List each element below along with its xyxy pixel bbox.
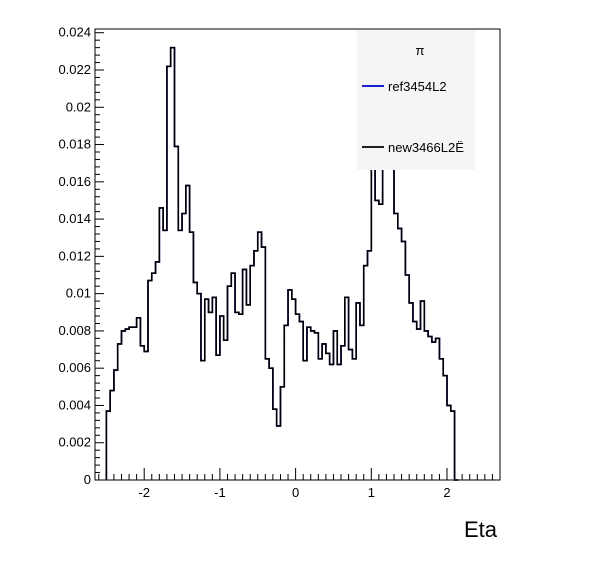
y-tick-label: 0 (84, 472, 91, 487)
y-tick-label: 0.02 (66, 99, 91, 114)
y-tick-label: 0.024 (58, 25, 91, 40)
x-tick-label: -2 (138, 485, 150, 500)
x-tick-label: 1 (368, 485, 375, 500)
legend-entry-label: new3466L2Ë (388, 140, 464, 155)
y-tick-label: 0.018 (58, 137, 91, 152)
y-tick-label: 0.006 (58, 360, 91, 375)
y-tick-label: 0.014 (58, 211, 91, 226)
x-tick-label: 2 (443, 485, 450, 500)
y-tick-label: 0.01 (66, 286, 91, 301)
y-tick-label: 0.002 (58, 435, 91, 450)
x-axis-title: Eta (464, 517, 498, 542)
y-tick-label: 0.004 (58, 397, 91, 412)
histogram-series-new3466L2Ë (105, 46, 459, 481)
legend-title: π (416, 43, 425, 58)
legend-entry-label: ref3454L2 (388, 79, 447, 94)
y-tick-label: 0.012 (58, 248, 91, 263)
y-tick-label: 0.008 (58, 323, 91, 338)
x-tick-label: -1 (214, 485, 226, 500)
y-tick-label: 0.022 (58, 62, 91, 77)
y-tick-label: 0.016 (58, 174, 91, 189)
x-tick-label: 0 (292, 485, 299, 500)
